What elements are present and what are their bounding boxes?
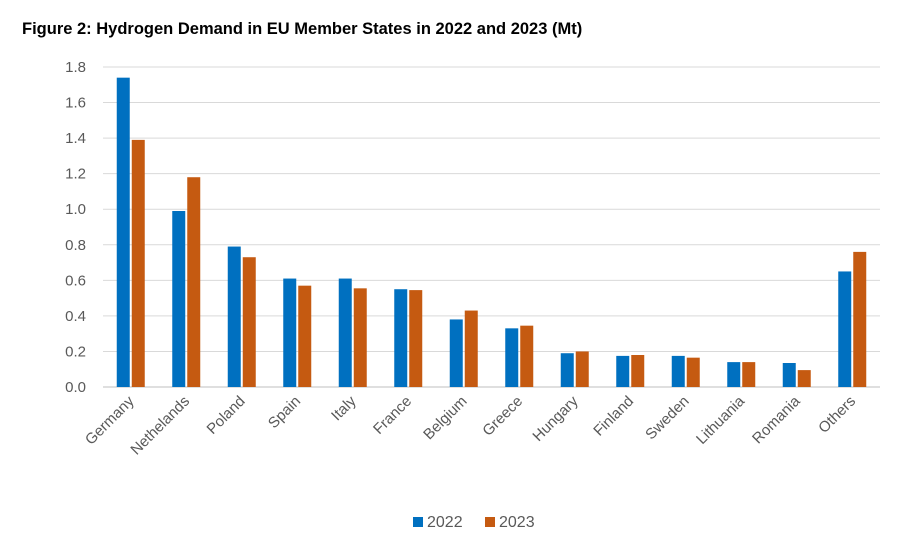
bar-2022-spain [283,278,297,387]
bar-2023-belgium [464,310,478,387]
bar-2023-others [853,251,867,387]
bar-2023-france [409,290,423,387]
x-tick-label: Italy [328,392,360,424]
bar-2023-poland [242,257,256,387]
bar-2023-nethelands [187,177,201,387]
x-tick-label: Poland [204,393,249,438]
bar-2022-poland [227,246,241,387]
legend: 2022 2023 [413,514,535,531]
bar-2022-italy [338,278,352,387]
y-tick-label: 0.2 [65,343,86,360]
y-tick-label: 0.6 [65,272,86,289]
x-tick-label: France [370,393,415,438]
bar-2023-sweden [686,357,700,387]
bars [116,77,867,388]
bar-2023-spain [298,285,312,387]
x-tick-label: Greece [479,393,526,440]
x-tick-label: Romania [749,392,804,447]
bar-2022-hungary [560,353,574,387]
y-tick-label: 1.6 [65,95,86,112]
x-tick-label: Others [815,393,859,437]
y-tick-label: 1.4 [65,130,86,147]
bar-2023-italy [353,288,367,387]
x-tick-label: Spain [265,393,304,432]
legend-label-2023: 2023 [499,514,535,531]
y-axis-ticks: 0.0 0.2 0.4 0.6 0.8 1.0 1.2 1.4 1.6 1.8 [65,59,86,396]
x-tick-label: Lithuania [693,392,749,448]
bar-2022-germany [116,77,130,388]
y-tick-label: 0.4 [65,308,86,325]
bar-2023-romania [797,370,811,387]
legend-label-2022: 2022 [427,514,463,531]
bar-2023-greece [520,325,534,387]
x-tick-label: Finland [590,393,637,440]
legend-swatch-2022 [413,517,423,527]
bar-2022-others [838,271,852,387]
x-tick-label: Germany [82,392,138,448]
x-tick-label: Nethelands [127,393,193,459]
x-tick-label: Sweden [642,393,692,443]
bar-2022-romania [782,363,796,387]
y-tick-label: 1.2 [65,166,86,183]
y-tick-label: 1.8 [65,59,86,76]
bar-2022-nethelands [172,211,186,387]
x-tick-label: Belgium [420,393,470,443]
bar-2022-belgium [449,319,463,387]
chart-title: Figure 2: Hydrogen Demand in EU Member S… [22,20,583,38]
y-tick-label: 0.8 [65,237,86,254]
bar-2022-france [394,289,408,387]
legend-swatch-2023 [485,517,495,527]
bar-2023-germany [131,139,145,387]
bar-2023-finland [631,355,645,387]
gridlines [103,66,880,388]
bar-2022-greece [505,328,519,387]
x-tick-label: Hungary [529,392,581,444]
bar-2022-finland [616,355,630,387]
bar-2022-lithuania [727,362,741,387]
y-tick-label: 1.0 [65,201,86,218]
bar-2023-hungary [575,351,589,387]
y-tick-label: 0.0 [65,379,86,396]
bar-2022-sweden [671,355,685,387]
bar-2023-lithuania [742,362,756,387]
